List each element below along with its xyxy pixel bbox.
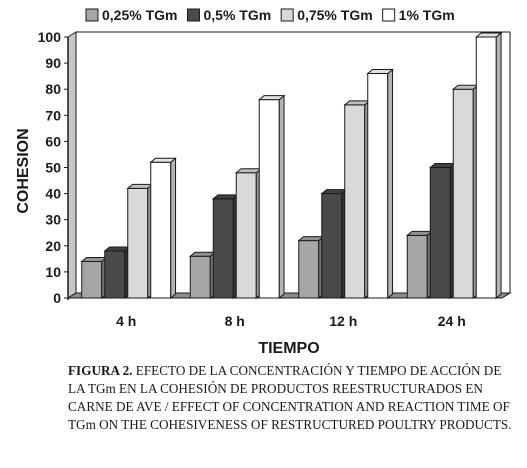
bar: [451, 84, 480, 300]
caption-text: EFECTO DE LA CONCENTRACIÓN Y TIEMPO DE A…: [68, 363, 512, 432]
y-tick-label: 60: [45, 133, 61, 149]
bar: [297, 235, 325, 300]
x-tick-label: 4 h: [116, 313, 136, 329]
bar: [211, 193, 240, 300]
y-tick-label: 40: [45, 186, 61, 202]
x-axis-title: TIEMPO: [258, 340, 319, 357]
bar: [405, 230, 434, 300]
y-tick-label: 10: [45, 264, 61, 280]
y-tick-label: 80: [45, 81, 61, 97]
bar: [474, 31, 503, 300]
bar: [188, 251, 217, 300]
legend-label: 0,5% TGm: [203, 7, 271, 23]
y-axis-title: COHESION: [15, 128, 32, 213]
bar: [428, 162, 457, 300]
y-axis: 0 10 20 30 40 50 60 70 80 90 100: [38, 29, 68, 306]
figure-caption: FIGURA 2. EFECTO DE LA CONCENTRACIÓN Y T…: [68, 362, 518, 434]
y-tick-label: 50: [45, 160, 61, 176]
bar: [149, 157, 177, 300]
chart-legend: 0,25% TGm 0,5% TGm 0,75% TGm 1% TGm: [85, 7, 455, 23]
legend-item: 1% TGm: [382, 7, 455, 23]
legend-item: 0,75% TGm: [280, 7, 373, 23]
bar: [257, 94, 286, 300]
legend-item: 0,25% TGm: [85, 7, 177, 23]
legend-item: 0,5% TGm: [186, 7, 271, 23]
bar: [320, 188, 348, 300]
bar: [103, 245, 131, 300]
x-tick-label: 12 h: [329, 313, 357, 329]
bar: [366, 68, 394, 300]
x-axis: 4 h 8 h 12 h 24 h: [116, 313, 466, 329]
y-tick-label: 30: [45, 212, 61, 228]
caption-label: FIGURA 2.: [68, 363, 133, 378]
legend-swatch: [382, 8, 396, 22]
x-tick-label: 24 h: [438, 313, 466, 329]
legend-swatch: [85, 8, 99, 22]
y-tick-label: 0: [53, 290, 61, 306]
x-tick-label: 8 h: [225, 313, 245, 329]
y-tick-label: 20: [45, 238, 61, 254]
y-tick-label: 100: [38, 29, 62, 45]
bar-chart: 0,25% TGm 0,5% TGm 0,75% TGm 1% TGm 0 10 20 30…: [15, 7, 512, 357]
bars-group: [80, 31, 503, 300]
bar: [80, 256, 108, 300]
legend-swatch: [186, 8, 200, 22]
legend-label: 1% TGm: [399, 7, 455, 23]
legend-label: 0,75% TGm: [297, 7, 372, 23]
y-tick-label: 90: [45, 55, 61, 71]
legend-label: 0,25% TGm: [102, 7, 177, 23]
bar: [234, 167, 263, 300]
y-tick-label: 70: [45, 107, 61, 123]
legend-swatch: [280, 8, 294, 22]
bar: [126, 183, 154, 300]
bar: [343, 99, 371, 300]
plot-side-wall: [67, 31, 77, 299]
